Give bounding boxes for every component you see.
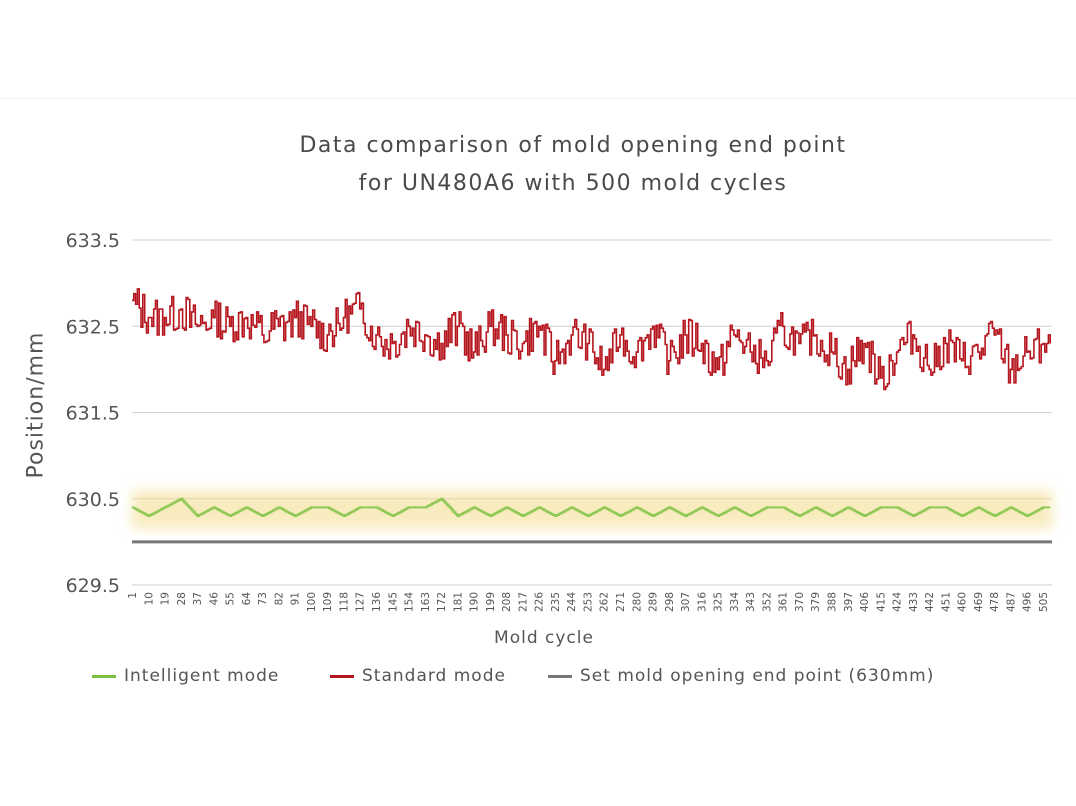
x-tick-label: 181 (452, 592, 464, 612)
legend-label: Standard mode (362, 666, 506, 686)
intelligent-mode-line (132, 497, 1051, 517)
x-tick-label: 244 (566, 592, 578, 612)
x-tick-label: 154 (404, 592, 416, 612)
x-tick-label: 127 (355, 592, 367, 612)
x-tick-label: 235 (550, 592, 562, 612)
legend-item-set-point: Set mold opening end point (630mm) (548, 666, 934, 686)
x-tick-label: 172 (436, 592, 448, 612)
x-tick-label: 91 (290, 592, 302, 605)
x-tick-label: 145 (387, 592, 399, 612)
x-tick-label: 199 (485, 592, 497, 612)
x-tick-label: 442 (924, 592, 936, 612)
x-tick-label: 1 (127, 592, 139, 599)
x-tick-label: 19 (160, 592, 172, 605)
y-tick-label: 632.5 (66, 316, 120, 338)
x-tick-label: 415 (875, 592, 887, 612)
x-tick-label: 109 (322, 592, 334, 612)
y-tick-label: 630.5 (66, 489, 120, 511)
x-tick-label: 478 (989, 592, 1001, 612)
x-tick-label: 82 (273, 592, 285, 605)
x-tick-label: 325 (713, 592, 725, 612)
x-tick-label: 46 (208, 592, 220, 606)
x-tick-label: 271 (615, 592, 627, 612)
x-tick-label: 316 (696, 592, 708, 612)
x-tick-label: 361 (778, 592, 790, 612)
x-tick-label: 487 (1005, 592, 1017, 612)
legend-swatch-red (330, 674, 354, 678)
x-tick-label: 370 (794, 592, 806, 612)
x-tick-label: 469 (973, 592, 985, 612)
legend-item-intelligent: Intelligent mode (92, 666, 279, 686)
x-tick-label: 64 (241, 592, 253, 606)
x-tick-label: 406 (859, 592, 871, 612)
legend-swatch-gray (548, 674, 572, 678)
y-tick-label: 633.5 (66, 230, 120, 252)
x-tick-label: 388 (826, 592, 838, 612)
x-tick-label: 217 (517, 592, 529, 612)
chart-title-line-2: for UN480A6 with 500 mold cycles (358, 171, 788, 196)
x-axis-label: Mold cycle (494, 628, 594, 648)
y-tick-label: 631.5 (66, 403, 120, 425)
x-tick-label: 226 (534, 592, 546, 612)
x-tick-label: 379 (810, 592, 822, 612)
x-tick-label: 100 (306, 592, 318, 612)
x-tick-label: 253 (582, 592, 594, 612)
x-tick-label: 307 (680, 592, 692, 612)
x-tick-label: 352 (761, 592, 773, 612)
x-tick-label: 118 (338, 592, 350, 612)
x-tick-label: 163 (420, 592, 432, 612)
chart-title-line-1: Data comparison of mold opening end poin… (299, 133, 847, 158)
x-tick-label: 37 (192, 592, 204, 605)
x-tick-label: 397 (843, 592, 855, 612)
divider (0, 98, 1076, 99)
x-tick-label: 496 (1022, 592, 1034, 612)
x-tick-label: 55 (225, 592, 237, 605)
x-tick-label: 190 (469, 592, 481, 612)
x-tick-label: 343 (745, 592, 757, 612)
x-tick-label: 280 (631, 592, 643, 612)
x-tick-label: 28 (176, 592, 188, 605)
x-tick-label: 10 (143, 592, 155, 605)
x-tick-label: 451 (940, 592, 952, 612)
legend-swatch-green (92, 674, 116, 678)
x-tick-label: 289 (648, 592, 660, 612)
legend-item-standard: Standard mode (330, 666, 506, 686)
legend-label: Intelligent mode (124, 666, 280, 686)
x-tick-label: 433 (908, 592, 920, 612)
x-tick-label: 460 (957, 592, 969, 612)
y-tick-label: 629.5 (66, 575, 120, 597)
standard-mode-line (132, 288, 1051, 391)
x-tick-label: 424 (892, 592, 904, 612)
x-tick-label: 262 (599, 592, 611, 612)
x-tick-label: 298 (664, 592, 676, 612)
x-tick-label: 334 (729, 592, 741, 612)
x-tick-label: 73 (257, 592, 269, 605)
legend-label: Set mold opening end point (630mm) (580, 666, 935, 686)
x-tick-label: 208 (501, 592, 513, 612)
x-tick-label: 505 (1038, 592, 1050, 612)
x-tick-label: 136 (371, 592, 383, 612)
intelligent-mode-glow (132, 490, 1052, 529)
